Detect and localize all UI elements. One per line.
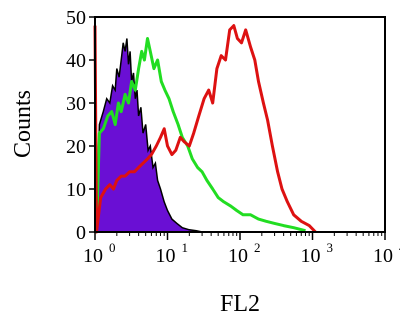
y-tick-label: 20	[66, 136, 86, 158]
series-2-line	[95, 37, 306, 233]
x-tick-label: 10	[156, 245, 176, 267]
x-tick-label: 10	[301, 245, 321, 267]
x-tick-label: 10	[373, 245, 393, 267]
x-tick-exponent: 0	[109, 240, 116, 255]
y-tick-label: 50	[66, 7, 86, 29]
plot-series	[93, 24, 317, 234]
y-tick-label: 30	[66, 93, 86, 115]
series-3-line	[93, 24, 317, 234]
x-tick-exponent: 3	[327, 240, 334, 255]
axis-ticks: 01020304050100101102103104	[66, 7, 400, 267]
y-tick-label: 0	[76, 222, 86, 244]
y-tick-label: 10	[66, 179, 86, 201]
x-tick-label: 10	[83, 245, 103, 267]
x-tick-label: 10	[228, 245, 248, 267]
y-tick-label: 40	[66, 50, 86, 72]
series-1-area	[95, 38, 203, 233]
x-tick-exponent: 1	[182, 240, 189, 255]
y-axis-title: Counts	[10, 90, 36, 158]
x-tick-exponent: 2	[254, 240, 261, 255]
x-axis-title: FL2	[220, 291, 260, 317]
